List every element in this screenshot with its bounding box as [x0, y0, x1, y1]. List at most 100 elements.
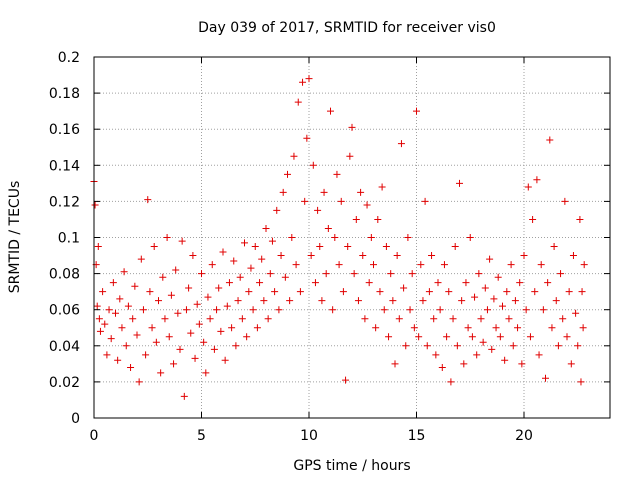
data-point — [163, 234, 171, 241]
data-point — [277, 252, 285, 260]
data-point — [408, 270, 416, 278]
data-point — [413, 107, 420, 115]
data-point — [544, 279, 552, 287]
data-point — [432, 351, 440, 359]
y-tick-label: 0.02 — [49, 375, 80, 391]
data-point — [569, 252, 577, 260]
data-point — [232, 342, 240, 350]
data-point — [112, 309, 119, 317]
data-point — [322, 270, 330, 278]
data-point — [137, 255, 145, 263]
data-point — [225, 279, 233, 287]
data-point — [271, 288, 279, 296]
data-point — [404, 234, 412, 241]
data-point — [451, 243, 459, 251]
data-point — [146, 288, 154, 296]
data-point — [503, 288, 511, 296]
data-point — [542, 374, 549, 382]
y-axis-label: SRMTID / TECUs — [7, 181, 23, 294]
data-point — [101, 320, 109, 328]
data-point — [342, 376, 350, 384]
data-point — [483, 306, 491, 314]
data-point — [127, 363, 135, 371]
data-point — [256, 279, 264, 287]
data-point — [307, 252, 315, 260]
data-point — [492, 324, 500, 332]
data-point — [215, 284, 223, 292]
data-point — [372, 324, 380, 332]
data-point — [279, 188, 287, 196]
data-point — [176, 345, 184, 353]
chart-title: Day 039 of 2017, SRMTID for receiver vis… — [198, 20, 496, 36]
data-point — [514, 324, 522, 332]
data-point — [520, 252, 528, 260]
data-point — [445, 288, 453, 296]
data-point — [576, 215, 584, 223]
data-point — [421, 197, 429, 205]
data-point — [174, 309, 182, 317]
y-tick-label: 0.1 — [58, 231, 80, 247]
data-point — [339, 288, 347, 296]
data-point — [475, 270, 483, 278]
data-point — [471, 293, 479, 301]
data-point — [258, 255, 266, 263]
data-point — [120, 268, 128, 276]
data-point — [223, 302, 231, 310]
data-point — [406, 306, 414, 314]
data-point — [208, 261, 216, 269]
data-point — [425, 288, 433, 296]
data-point — [423, 342, 431, 350]
data-point — [565, 288, 573, 296]
data-point — [466, 234, 474, 241]
data-point — [148, 324, 156, 332]
data-point — [296, 288, 304, 296]
data-point — [202, 369, 210, 377]
data-point — [561, 197, 569, 205]
data-point — [352, 215, 360, 223]
data-point — [397, 140, 405, 148]
data-point — [284, 170, 291, 178]
data-point — [251, 243, 259, 251]
data-point — [109, 279, 117, 287]
data-point — [320, 188, 328, 196]
data-point — [357, 188, 365, 196]
data-point — [311, 279, 319, 287]
data-point — [499, 302, 506, 310]
y-tick-label: 0.06 — [49, 303, 80, 319]
data-point — [105, 306, 113, 314]
data-point — [288, 234, 296, 241]
data-point — [195, 320, 203, 328]
data-point — [380, 306, 388, 314]
y-tick-label: 0 — [71, 411, 80, 427]
data-point — [537, 261, 545, 269]
data-point — [580, 261, 588, 269]
data-point — [402, 342, 410, 350]
data-point — [305, 75, 313, 83]
data-point — [533, 176, 541, 184]
data-point — [103, 351, 111, 359]
data-point — [318, 297, 326, 305]
data-point — [335, 261, 343, 269]
data-point — [170, 360, 178, 368]
data-point — [419, 297, 427, 305]
data-point — [262, 224, 270, 232]
data-point — [350, 270, 358, 278]
data-point — [165, 333, 173, 341]
data-point — [511, 297, 519, 305]
data-point — [505, 315, 513, 323]
data-point — [501, 356, 509, 364]
x-tick-label: 15 — [408, 428, 426, 444]
data-point — [479, 338, 487, 346]
data-point — [496, 333, 504, 341]
x-tick-label: 20 — [515, 428, 533, 444]
data-point — [316, 243, 324, 251]
data-point — [131, 282, 139, 290]
data-point — [245, 288, 253, 296]
data-point — [253, 324, 261, 332]
data-point — [333, 170, 341, 178]
data-point — [438, 363, 446, 371]
data-point — [557, 270, 565, 278]
data-point — [198, 270, 205, 278]
y-tick-label: 0.04 — [49, 339, 80, 355]
data-point — [572, 309, 580, 317]
